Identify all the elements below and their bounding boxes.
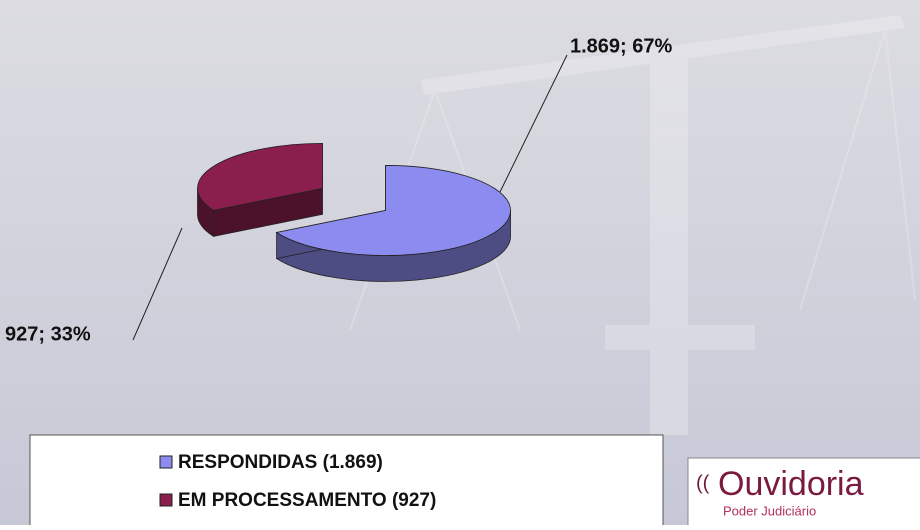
legend-label: EM PROCESSAMENTO (927): [178, 490, 436, 511]
logo-subtitle: Poder Judiciário: [723, 503, 816, 518]
logo-title: Ouvidoria: [718, 465, 864, 503]
legend-label: RESPONDIDAS (1.869): [178, 452, 383, 473]
data-label: 927; 33%: [5, 323, 91, 345]
chart: 1.869; 67% 927; 33% RESPONDIDAS (1.869) EM…: [0, 0, 920, 525]
page: 1.869; 67% 927; 33% RESPONDIDAS (1.869) EM…: [0, 0, 920, 530]
legend-swatch: [160, 456, 172, 468]
scale-base: [605, 325, 755, 350]
scale-pillar: [650, 55, 688, 435]
logo-mark: ((: [696, 472, 710, 494]
data-label: 1.869; 67%: [570, 35, 673, 57]
legend-swatch: [160, 494, 172, 506]
legend-box: [30, 435, 663, 525]
